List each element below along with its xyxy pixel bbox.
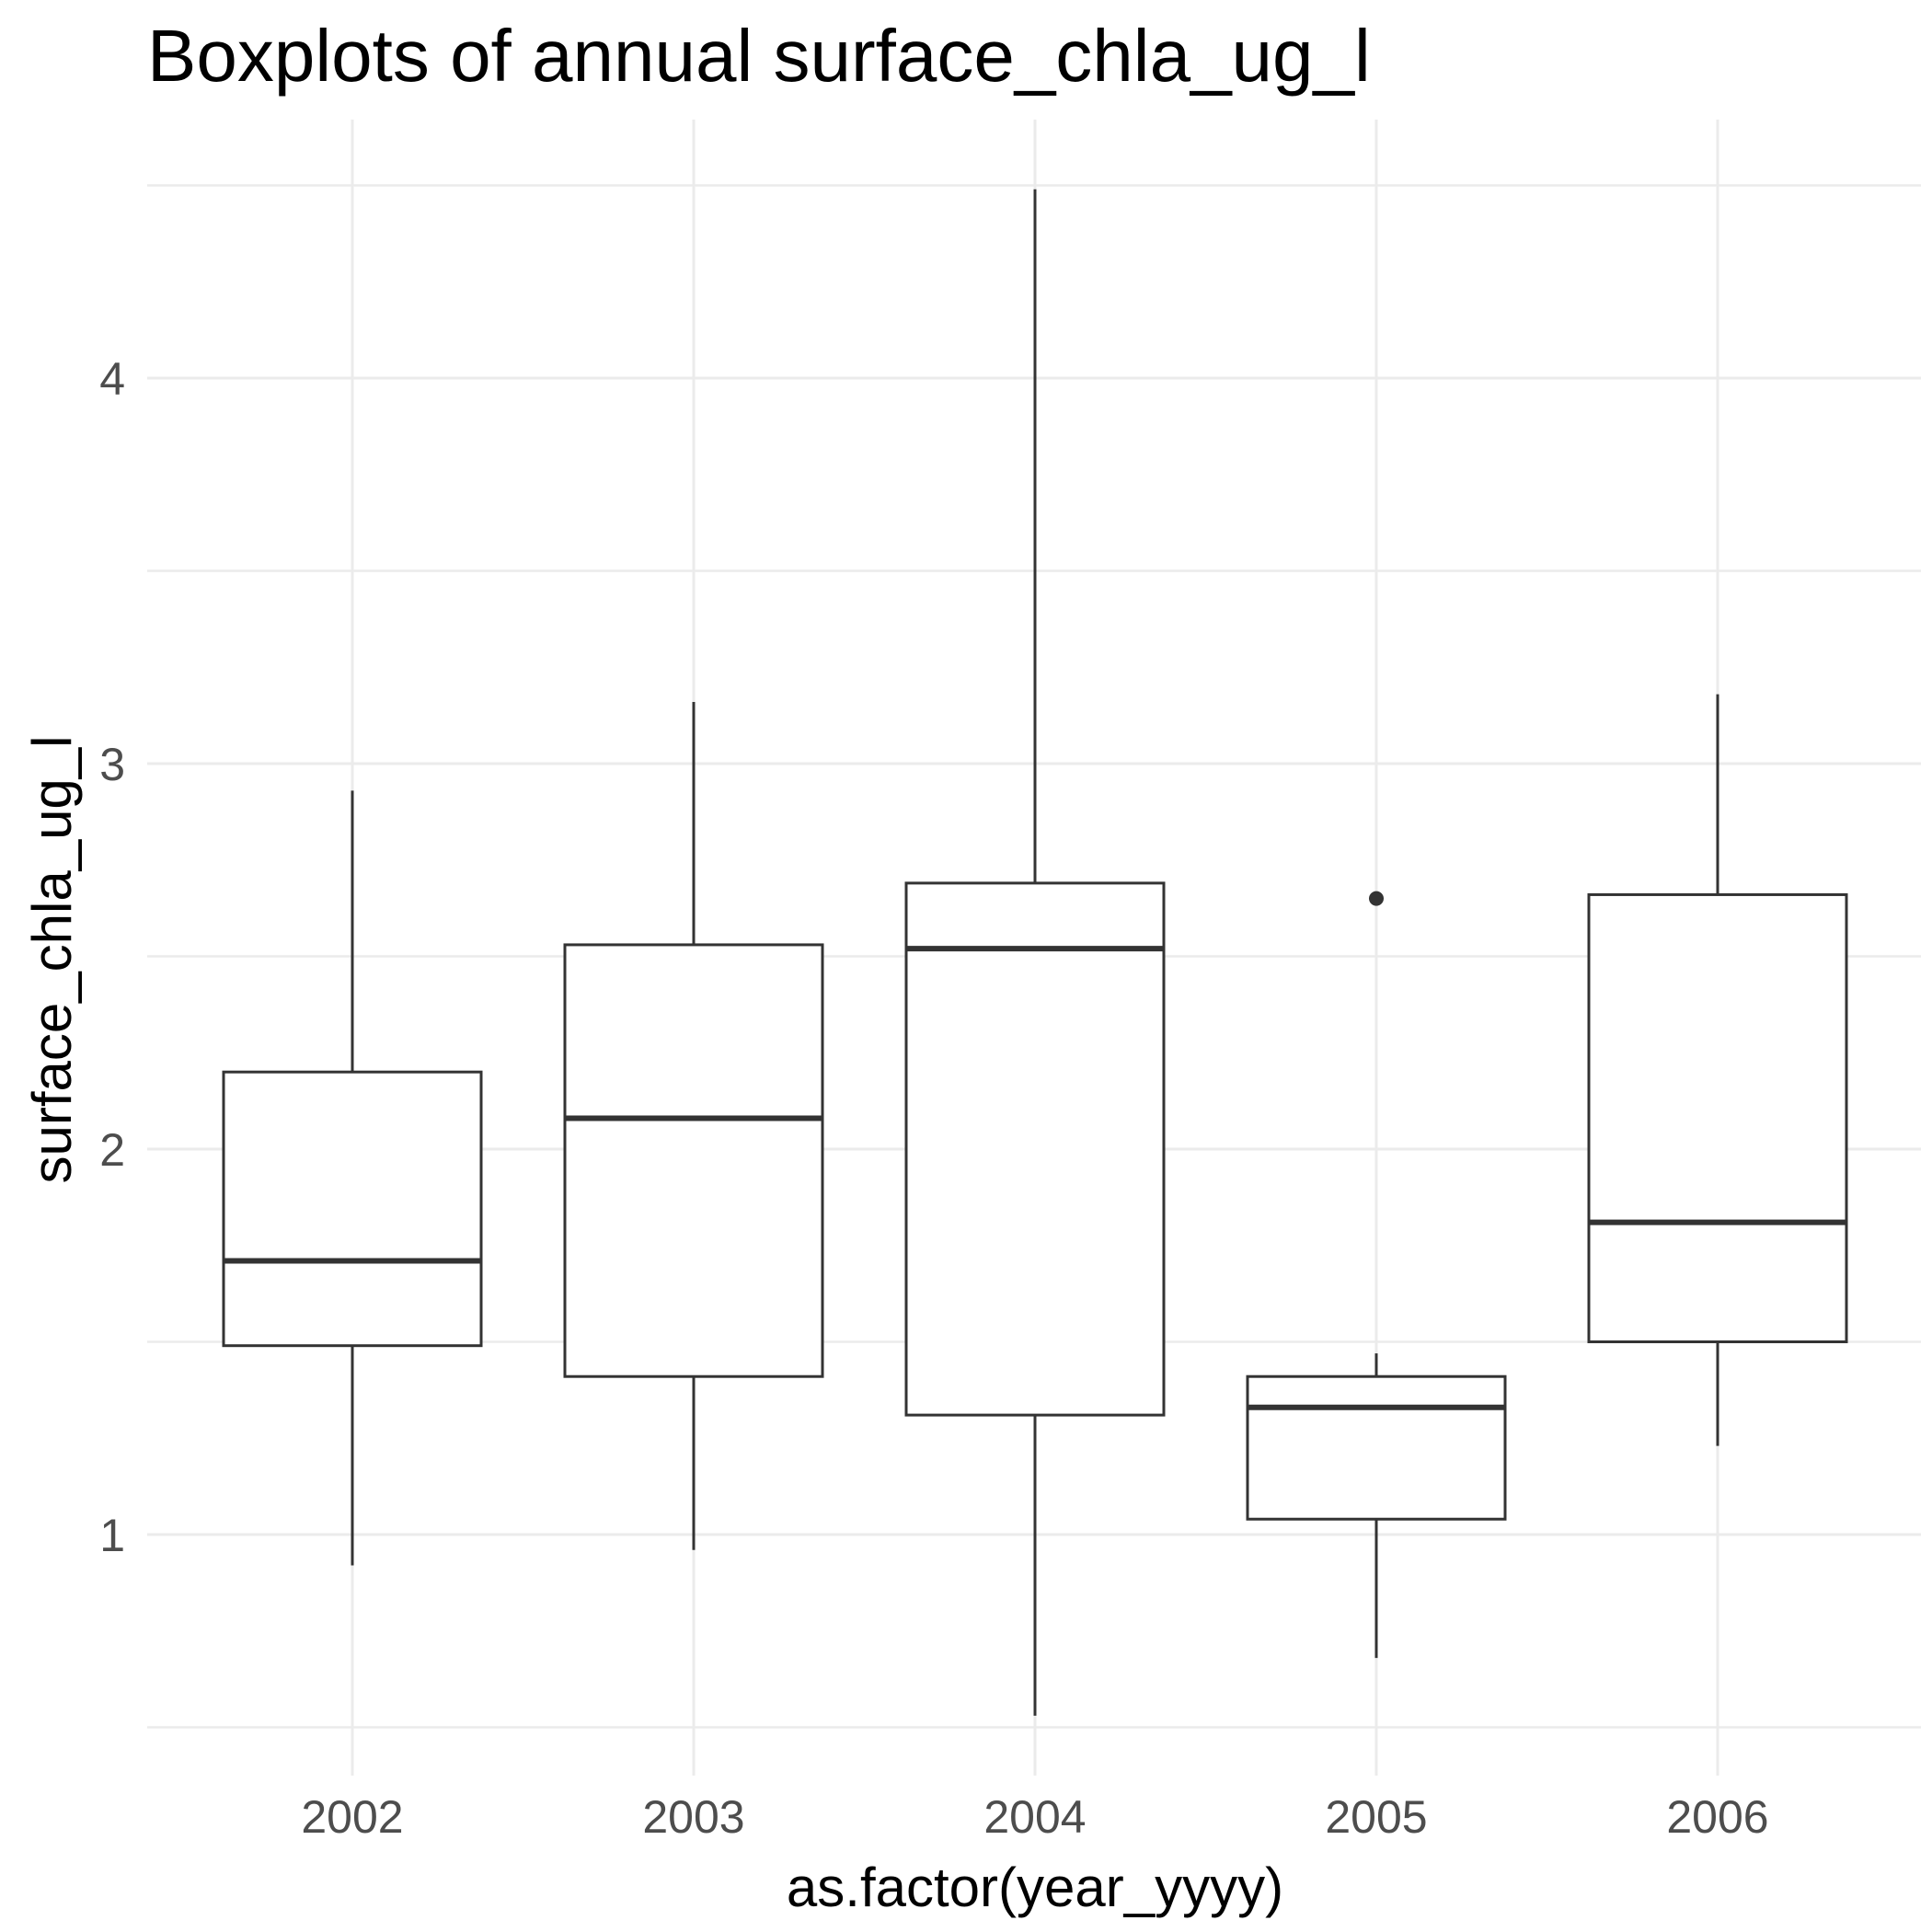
box-body [563, 943, 824, 1378]
tick-labels: 1 2 3 4 2002 2003 2004 2005 2006 [99, 353, 1768, 1843]
box-body [1587, 892, 1848, 1344]
box-2006 [1587, 694, 1848, 1446]
x-axis-title: as.factor(year_yyyy) [787, 1857, 1283, 1918]
x-tick-label: 2003 [642, 1791, 744, 1843]
box-body [1246, 1374, 1507, 1521]
y-tick-label: 2 [99, 1124, 125, 1176]
box-body [904, 881, 1166, 1417]
outlier-point [1369, 891, 1384, 906]
box-body [222, 1070, 483, 1348]
x-tick-label: 2006 [1666, 1791, 1768, 1843]
y-tick-label: 3 [99, 739, 125, 790]
x-tick-label: 2002 [301, 1791, 403, 1843]
box-2004 [904, 189, 1166, 1716]
x-tick-label: 2005 [1325, 1791, 1427, 1843]
y-axis-title: surface_chla_ug_l [21, 735, 83, 1183]
y-tick-label: 1 [99, 1510, 125, 1561]
box-2002 [222, 790, 483, 1566]
x-tick-label: 2004 [983, 1791, 1086, 1843]
box-layer [222, 189, 1848, 1716]
y-tick-label: 4 [99, 353, 125, 405]
box-2005 [1246, 891, 1507, 1659]
chart-title: Boxplots of annual surface_chla_ug_l [147, 15, 1371, 97]
box-2003 [563, 701, 824, 1550]
